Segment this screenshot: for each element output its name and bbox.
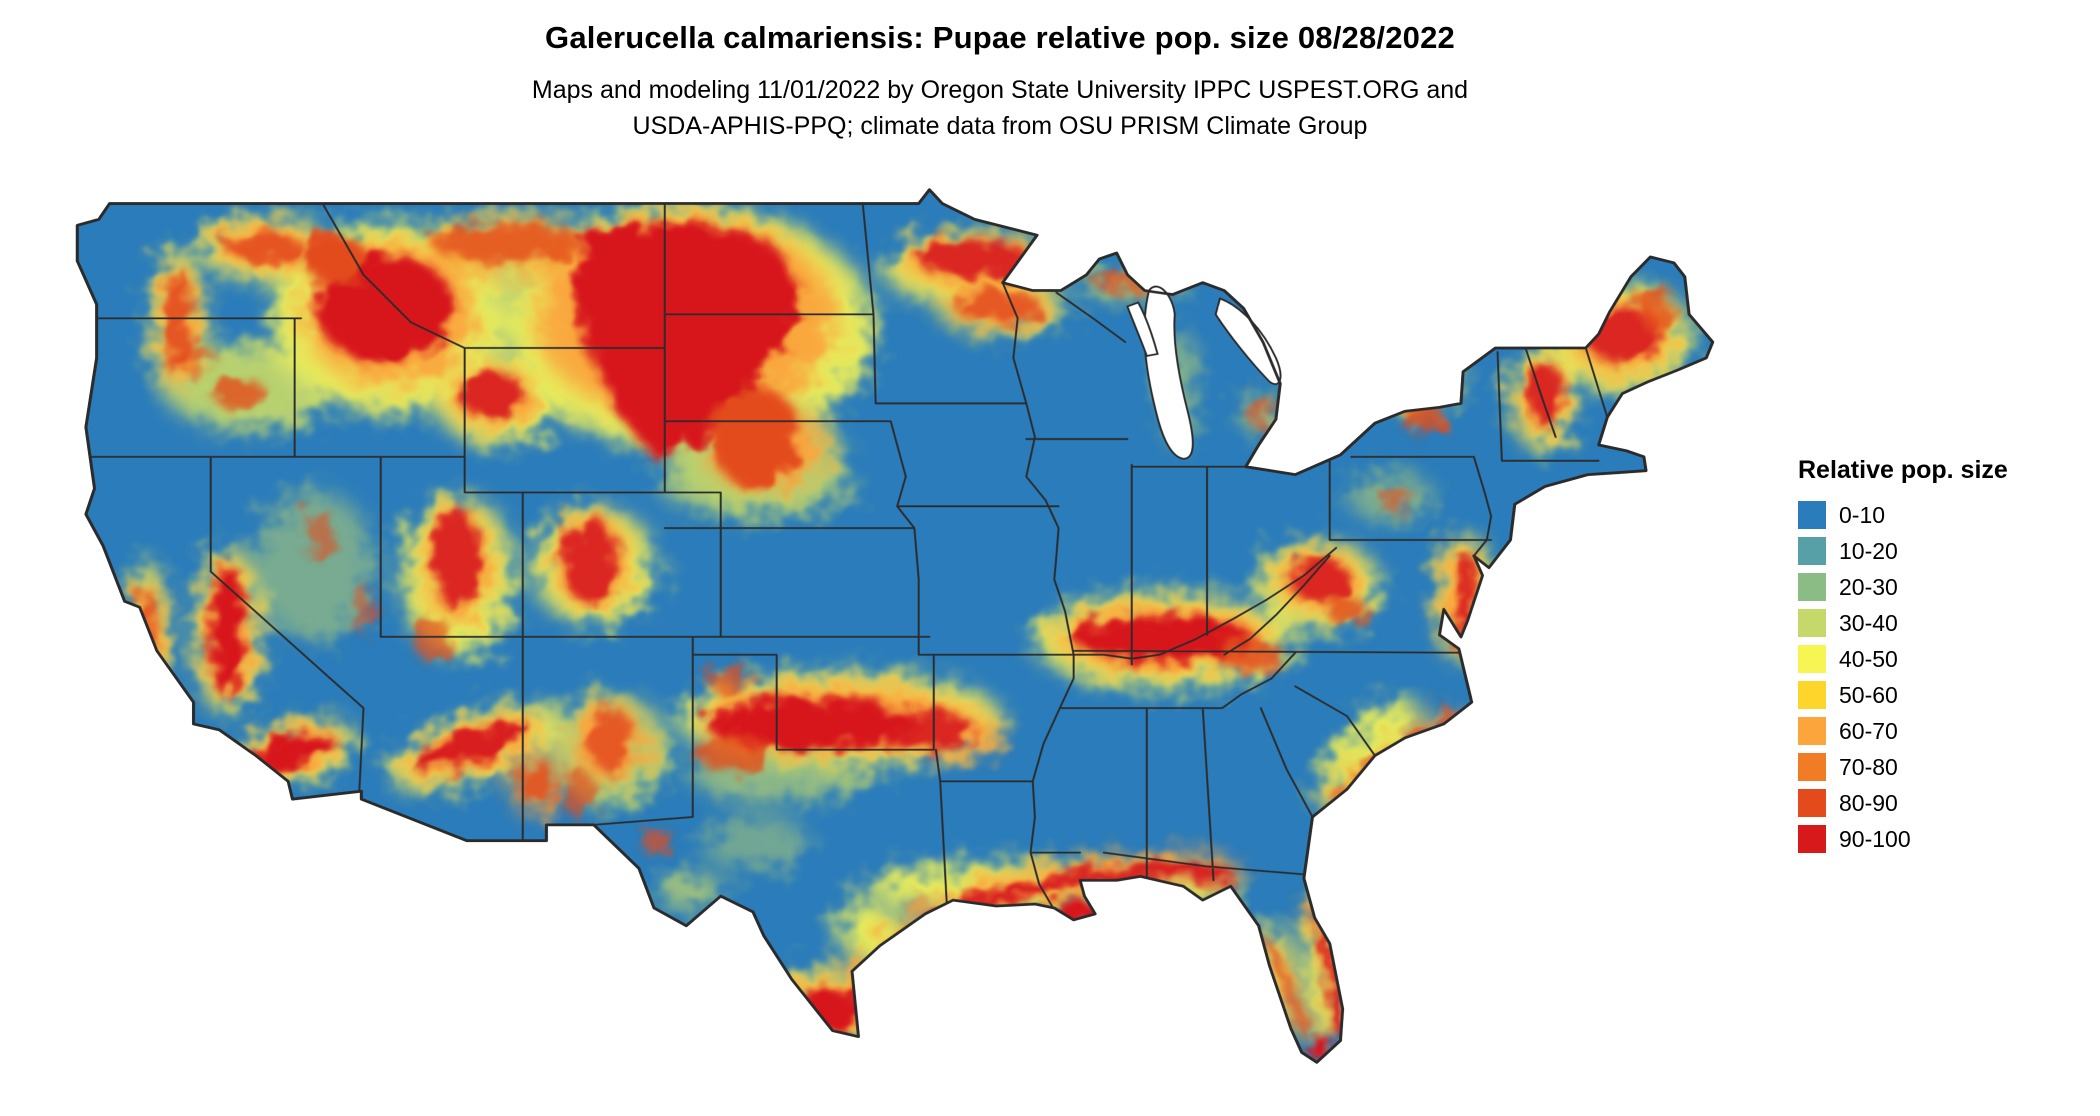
legend-item: 80-90	[1798, 789, 2008, 817]
legend-label: 40-50	[1839, 646, 1898, 672]
us-map-svg	[75, 188, 1715, 1064]
legend-label: 30-40	[1839, 610, 1898, 636]
legend-item: 90-100	[1798, 825, 2008, 853]
lake-michigan	[1143, 285, 1194, 460]
map-title: Galerucella calmariensis: Pupae relative…	[545, 20, 1455, 55]
legend-label: 80-90	[1839, 790, 1898, 816]
subtitle-line-1: Maps and modeling 11/01/2022 by Oregon S…	[531, 76, 1469, 104]
legend-item: 40-50	[1798, 645, 2008, 673]
header: Galerucella calmariensis: Pupae relative…	[0, 20, 2000, 144]
legend-swatch	[1798, 609, 1826, 637]
legend-items: 0-10 10-20 20-30 30-40 40-50 50-60 60-70 70-80 8…	[1798, 501, 2008, 853]
legend-swatch	[1798, 789, 1826, 817]
map-subtitle: Maps and modeling 11/01/2022 by Oregon S…	[0, 72, 2000, 144]
population-heat-layer	[126, 205, 1692, 1061]
legend-swatch	[1798, 573, 1826, 601]
legend: Relative pop. size 0-10 10-20 20-30 30-40 40…	[1798, 456, 2008, 861]
legend-item: 50-60	[1798, 681, 2008, 709]
legend-swatch	[1798, 501, 1826, 529]
legend-item: 10-20	[1798, 537, 2008, 565]
legend-swatch	[1798, 537, 1826, 565]
green-bay	[1126, 301, 1159, 357]
legend-item: 0-10	[1798, 501, 2008, 529]
subtitle-line-2: USDA-APHIS-PPQ; climate data from OSU PR…	[632, 112, 1368, 140]
legend-label: 0-10	[1839, 502, 1886, 528]
legend-item: 20-30	[1798, 573, 2008, 601]
legend-label: 90-100	[1839, 826, 1911, 852]
legend-title: Relative pop. size	[1798, 456, 2008, 484]
legend-label: 10-20	[1839, 538, 1898, 564]
legend-item: 30-40	[1798, 609, 2008, 637]
state-borders	[84, 202, 1609, 911]
us-map	[45, 160, 1745, 1090]
legend-swatch	[1798, 753, 1826, 781]
legend-item: 60-70	[1798, 717, 2008, 745]
legend-label: 20-30	[1839, 574, 1898, 600]
heat-red-layer	[136, 219, 1674, 1061]
legend-swatch	[1798, 825, 1826, 853]
legend-swatch	[1798, 645, 1826, 673]
legend-label: 70-80	[1839, 754, 1898, 780]
legend-label: 60-70	[1839, 718, 1898, 744]
legend-swatch	[1798, 681, 1826, 709]
legend-label: 50-60	[1839, 682, 1898, 708]
us-outline-stroke	[75, 188, 1715, 1064]
legend-swatch	[1798, 717, 1826, 745]
legend-item: 70-80	[1798, 753, 2008, 781]
